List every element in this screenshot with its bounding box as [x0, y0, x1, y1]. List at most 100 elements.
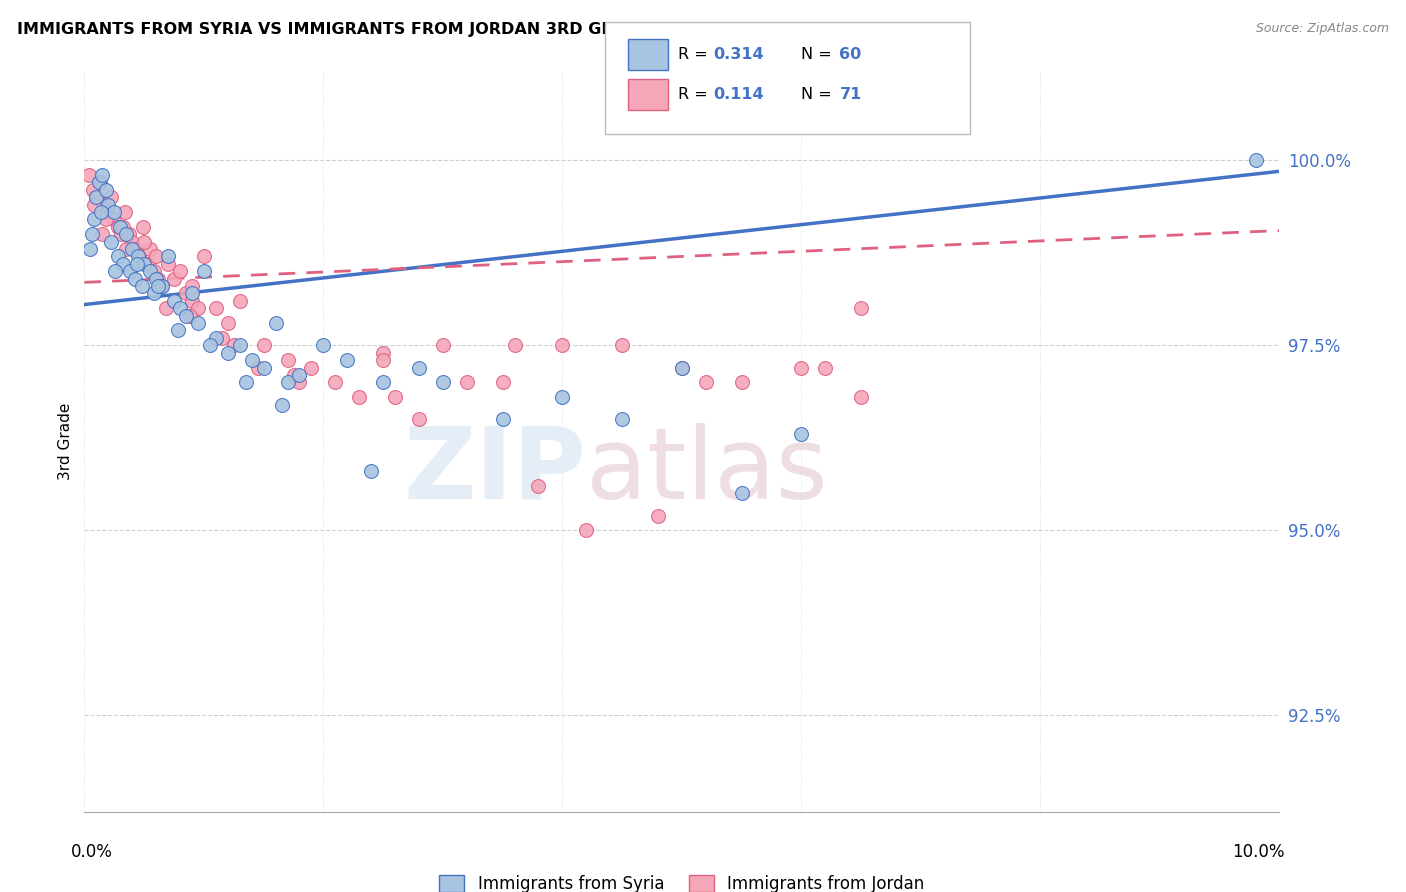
Point	[277, 353, 299, 368]
Point	[277, 376, 299, 390]
Point	[135, 257, 157, 271]
Point	[155, 301, 177, 316]
Point	[373, 376, 395, 390]
Point	[125, 242, 148, 256]
Text: 0.314: 0.314	[713, 47, 763, 62]
Point	[181, 293, 204, 308]
Point	[110, 227, 132, 242]
Point	[492, 376, 515, 390]
Point	[124, 271, 146, 285]
Point	[229, 293, 252, 308]
Point	[246, 360, 269, 375]
Point	[103, 212, 125, 227]
Point	[373, 345, 395, 359]
Point	[157, 257, 180, 271]
Point	[325, 376, 347, 390]
Point	[157, 250, 180, 264]
Point	[270, 398, 292, 412]
Point	[503, 338, 526, 352]
Point	[127, 250, 149, 264]
Point	[83, 212, 105, 227]
Text: 0.0%: 0.0%	[70, 843, 112, 861]
Point	[181, 286, 204, 301]
Text: IMMIGRANTS FROM SYRIA VS IMMIGRANTS FROM JORDAN 3RD GRADE CORRELATION CHART: IMMIGRANTS FROM SYRIA VS IMMIGRANTS FROM…	[17, 22, 848, 37]
Point	[193, 264, 215, 278]
Point	[100, 235, 122, 249]
Point	[132, 219, 155, 234]
Point	[790, 360, 813, 375]
Point	[107, 250, 129, 264]
Point	[166, 324, 188, 338]
Point	[86, 190, 108, 204]
Text: Source: ZipAtlas.com: Source: ZipAtlas.com	[1256, 22, 1389, 36]
Point	[97, 197, 120, 211]
Point	[288, 368, 311, 382]
Text: R =: R =	[678, 47, 713, 62]
Point	[205, 301, 228, 316]
Text: R =: R =	[678, 87, 713, 102]
Text: 10.0%: 10.0%	[1232, 843, 1285, 861]
Point	[131, 279, 153, 293]
Point	[671, 360, 693, 375]
Text: 60: 60	[839, 47, 862, 62]
Point	[551, 338, 574, 352]
Point	[301, 360, 323, 375]
Point	[222, 338, 245, 352]
Point	[360, 464, 382, 478]
Point	[142, 264, 165, 278]
Point	[181, 279, 204, 293]
Legend: Immigrants from Syria, Immigrants from Jordan: Immigrants from Syria, Immigrants from J…	[433, 868, 931, 892]
Point	[117, 227, 139, 242]
Point	[432, 338, 454, 352]
Text: 71: 71	[839, 87, 862, 102]
Point	[89, 176, 111, 190]
Point	[114, 205, 136, 219]
Point	[115, 242, 138, 256]
Point	[198, 338, 221, 352]
Point	[575, 524, 598, 538]
Point	[235, 376, 257, 390]
Point	[128, 250, 150, 264]
Point	[91, 227, 114, 242]
Point	[179, 309, 201, 323]
Point	[111, 257, 134, 271]
Point	[79, 242, 101, 256]
Point	[163, 271, 186, 285]
Point	[790, 427, 813, 442]
Point	[174, 286, 197, 301]
Point	[90, 205, 112, 219]
Point	[408, 412, 430, 426]
Point	[169, 264, 191, 278]
Point	[132, 235, 156, 249]
Point	[187, 316, 209, 330]
Point	[174, 309, 197, 323]
Point	[96, 205, 118, 219]
Point	[169, 301, 191, 316]
Point	[163, 293, 186, 308]
Point	[83, 197, 105, 211]
Point	[731, 376, 754, 390]
Point	[695, 376, 717, 390]
Point	[77, 168, 100, 182]
Point	[814, 360, 837, 375]
Point	[107, 219, 129, 234]
Point	[104, 264, 127, 278]
Point	[82, 183, 104, 197]
Point	[187, 301, 209, 316]
Point	[103, 205, 125, 219]
Point	[132, 257, 156, 271]
Point	[148, 271, 170, 285]
Point	[671, 360, 693, 375]
Point	[100, 190, 122, 204]
Point	[408, 360, 430, 375]
Text: ZIP: ZIP	[404, 423, 586, 520]
Point	[336, 353, 359, 368]
Point	[125, 257, 148, 271]
Point	[851, 390, 873, 404]
Point	[731, 486, 754, 500]
Point	[492, 412, 515, 426]
Text: N =: N =	[801, 87, 838, 102]
Point	[142, 286, 165, 301]
Point	[145, 271, 167, 285]
Point	[87, 176, 110, 190]
